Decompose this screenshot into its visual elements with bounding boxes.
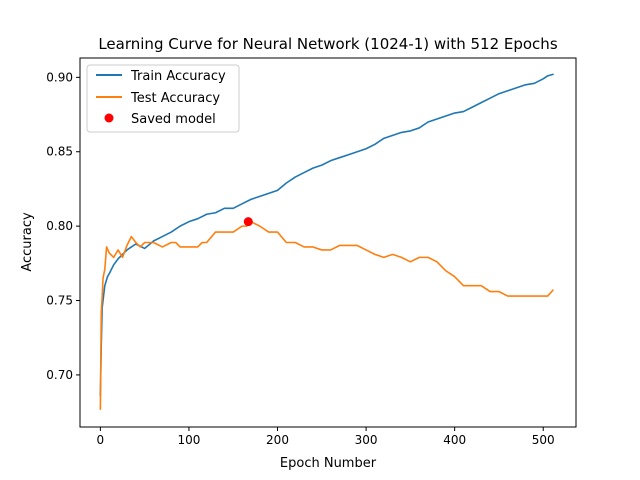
saved-model-marker — [243, 217, 253, 227]
x-axis-label: Epoch Number — [280, 456, 377, 471]
y-axis-label: Accuracy — [20, 212, 35, 272]
x-tick-label: 100 — [177, 433, 200, 447]
legend-test-label: Test Accuracy — [130, 91, 220, 106]
y-tick-label: 0.75 — [46, 294, 73, 308]
plot-area — [79, 57, 577, 428]
x-tick-label: 0 — [97, 433, 105, 447]
legend-saved-swatch — [104, 113, 114, 123]
legend-train-label: Train Accuracy — [130, 69, 226, 84]
train-accuracy-line — [99, 73, 554, 397]
x-axis-ticks: 0 100 200 300 400 500 — [97, 427, 555, 447]
x-tick-label: 300 — [355, 433, 378, 447]
plot-frame — [79, 57, 577, 428]
x-tick-label: 200 — [266, 433, 289, 447]
legend: Train Accuracy Test Accuracy Saved model — [86, 64, 240, 133]
marker-layer — [243, 217, 253, 227]
chart-title: Learning Curve for Neural Network (1024-… — [98, 35, 557, 53]
series-layer — [99, 73, 554, 410]
legend-saved-label: Saved model — [131, 112, 216, 127]
y-tick-label: 0.90 — [46, 70, 73, 84]
x-tick-label: 400 — [443, 433, 466, 447]
x-tick-label: 500 — [532, 433, 555, 447]
test-accuracy-line — [99, 220, 554, 410]
y-tick-label: 0.70 — [46, 368, 73, 382]
y-axis-ticks: 0.70 0.75 0.80 0.85 0.90 — [46, 70, 80, 382]
y-tick-label: 0.85 — [46, 145, 73, 159]
legend-box — [86, 64, 240, 133]
y-tick-label: 0.80 — [46, 219, 73, 233]
